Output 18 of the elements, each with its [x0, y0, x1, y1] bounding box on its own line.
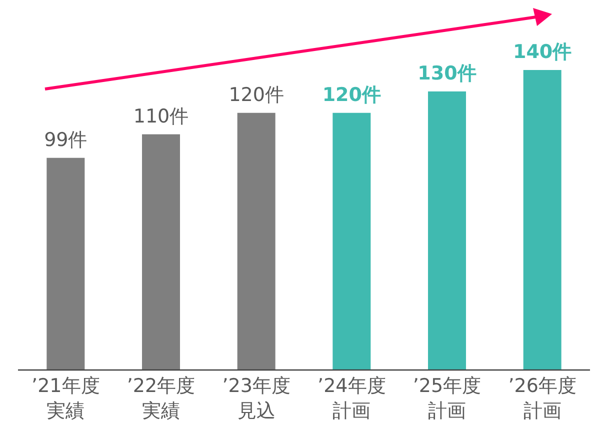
bar — [523, 70, 562, 370]
x-tick-label: ’25年度計画 — [412, 374, 482, 424]
data-label: 120件 — [322, 84, 382, 106]
data-label: 110件 — [133, 105, 189, 128]
data-label: 120件 — [228, 84, 284, 106]
x-tick-label: ’22年度実績 — [126, 374, 196, 424]
bar — [237, 112, 276, 370]
x-tick-label: ’26年度計画 — [507, 374, 578, 424]
data-label: 130件 — [418, 62, 476, 84]
bar — [46, 158, 85, 370]
x-tick-label: ’21年度実績 — [30, 374, 101, 424]
x-tick-label: ’24年度計画 — [316, 374, 387, 424]
x-tick-label: ’23年度見込 — [221, 374, 292, 424]
bar — [142, 134, 180, 370]
bar — [428, 91, 466, 370]
bar — [332, 112, 371, 370]
data-label: 140件 — [512, 41, 572, 63]
data-label: 99件 — [44, 128, 88, 151]
